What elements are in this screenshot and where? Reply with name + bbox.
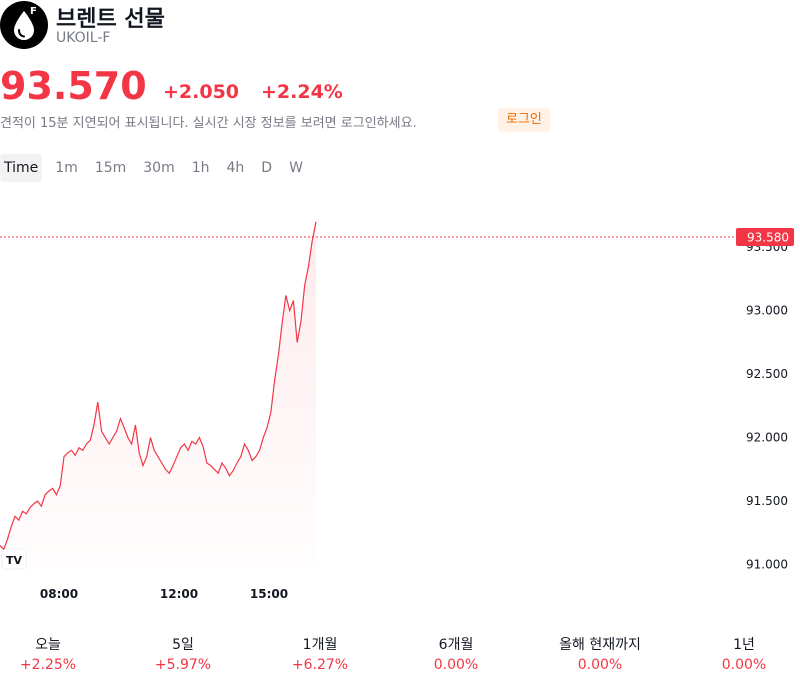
series-area: [0, 221, 316, 570]
period-item[interactable]: 1년 0.00%: [684, 634, 800, 673]
period-change-value: 0.00%: [433, 657, 479, 673]
x-tick-label: 08:00: [40, 587, 78, 601]
oil-drop-icon: F: [0, 1, 48, 49]
instrument-title: 브렌트 선물: [56, 7, 165, 32]
price-change: +2.050: [163, 81, 240, 103]
period-label: 올해 현재까지: [559, 637, 641, 653]
y-tick-label: 91.000: [746, 558, 788, 572]
price-change-percent: +2.24%: [261, 81, 343, 103]
x-tick-label: 12:00: [160, 587, 198, 601]
period-item[interactable]: 올해 현재까지 0.00%: [540, 634, 660, 673]
interval-tab-15m[interactable]: 15m: [94, 160, 127, 176]
period-label: 5일: [172, 637, 194, 653]
interval-tab-time[interactable]: Time: [0, 154, 43, 182]
delay-notice: 견적이 15분 지연되어 표시됩니다. 실시간 시장 정보를 보려면 로그인하세…: [0, 116, 417, 131]
current-price-label-bg: [736, 227, 794, 246]
price-chart[interactable]: 93.50093.00092.50092.00091.50091.00093.5…: [0, 190, 800, 610]
last-price: 93.570: [0, 64, 147, 108]
interval-tab-w[interactable]: W: [289, 160, 303, 176]
x-tick-label: 15:00: [250, 587, 288, 601]
period-label: 1년: [733, 637, 755, 653]
interval-tab-1h[interactable]: 1h: [191, 160, 210, 176]
ticker-symbol: UKOIL-F: [56, 30, 111, 46]
period-item[interactable]: 6개월 0.00%: [396, 634, 516, 673]
y-tick-label: 93.000: [746, 304, 788, 318]
period-performance: 오늘 +2.25% 5일 +5.97% 1개월 +6.27% 6개월 0.00% 올해 현재까지…: [0, 634, 800, 674]
interval-tabs: Time 1m 15m 30m 1h 4h D W: [0, 154, 316, 182]
series-line: [0, 221, 317, 551]
period-item[interactable]: 1개월 +6.27%: [260, 634, 380, 673]
y-tick-label: 91.500: [746, 494, 788, 508]
login-button[interactable]: 로그인: [498, 108, 550, 132]
period-change-value: +2.25%: [19, 657, 77, 673]
tradingview-logo-icon: TV: [6, 554, 23, 567]
header: F 브렌트 선물 UKOIL-F: [0, 0, 400, 50]
period-item[interactable]: 오늘 +2.25%: [0, 634, 108, 673]
current-price-label: 93.580: [747, 230, 789, 244]
interval-tab-4h[interactable]: 4h: [226, 160, 245, 176]
period-label: 6개월: [438, 637, 474, 653]
period-item[interactable]: 5일 +5.97%: [123, 634, 243, 673]
period-label: 1개월: [302, 637, 338, 653]
period-label: 오늘: [35, 637, 61, 653]
period-change-value: 0.00%: [721, 657, 767, 673]
interval-tab-d[interactable]: D: [261, 160, 273, 176]
period-change-value: +5.97%: [154, 657, 212, 673]
period-change-value: 0.00%: [577, 657, 623, 673]
interval-tab-1m[interactable]: 1m: [55, 160, 78, 176]
interval-tab-30m[interactable]: 30m: [143, 160, 175, 176]
y-tick-label: 92.000: [746, 431, 788, 445]
tradingview-logo-bg: [1, 548, 27, 570]
period-change-value: +6.27%: [291, 657, 349, 673]
y-tick-label: 92.500: [746, 367, 788, 381]
logo-badge: F: [30, 6, 37, 17]
